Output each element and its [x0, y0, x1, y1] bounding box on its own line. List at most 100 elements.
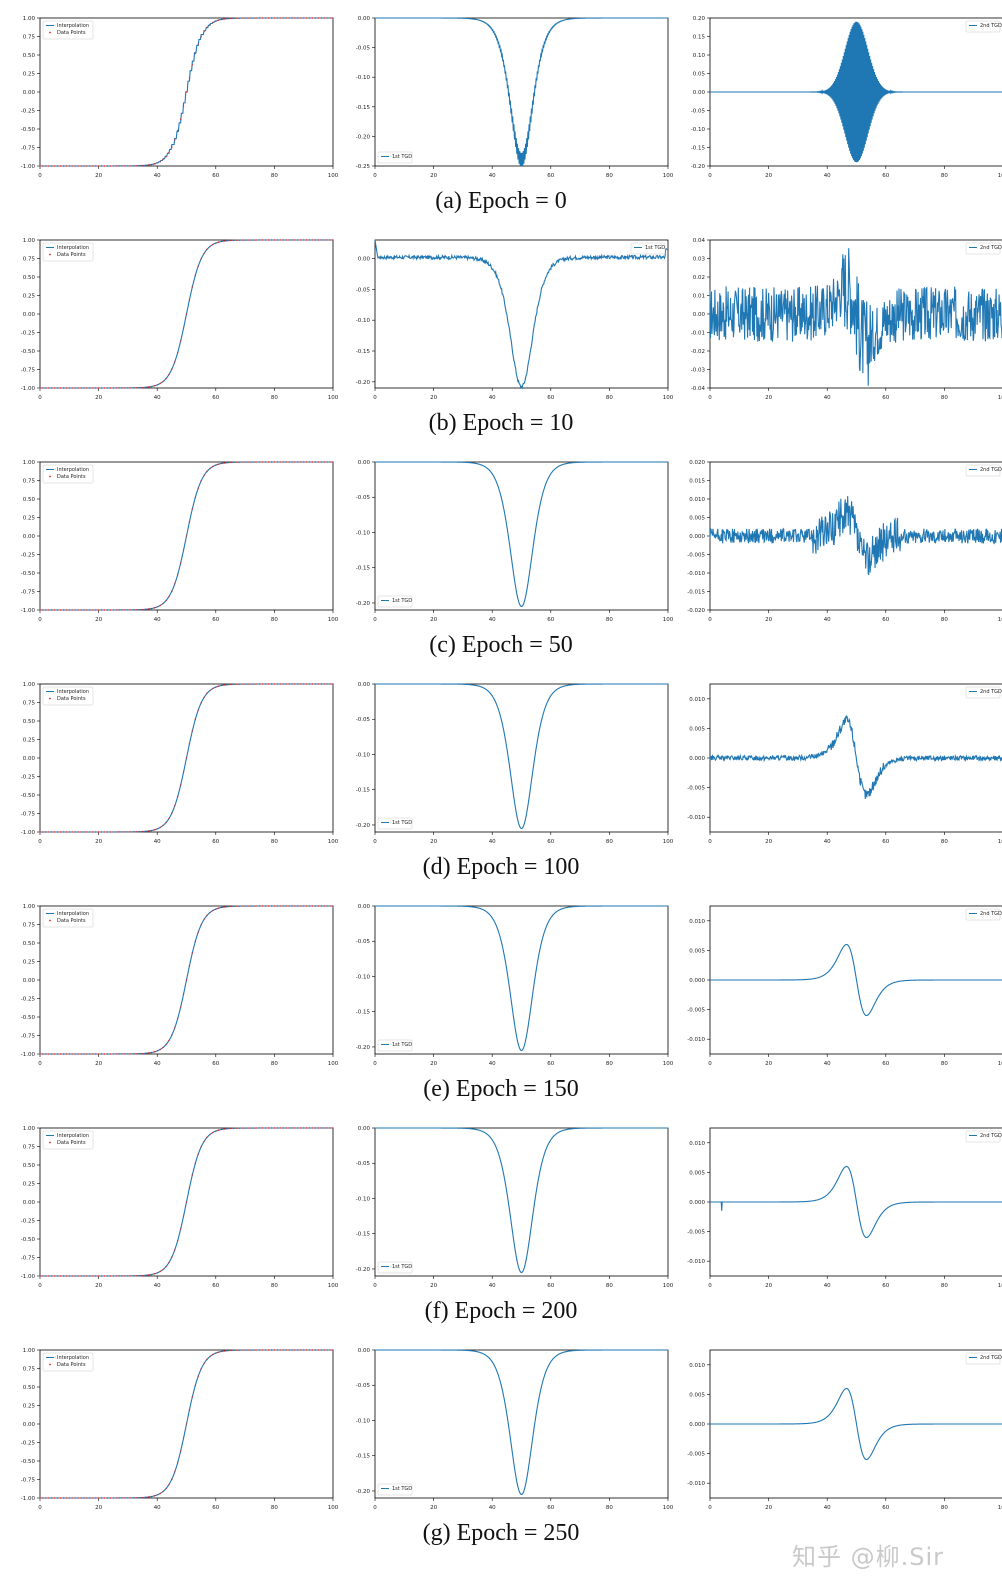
data-point: [326, 17, 328, 19]
x-tick-label: 40: [154, 395, 161, 401]
data-point: [332, 1127, 334, 1129]
data-point: [194, 52, 196, 55]
data-point: [138, 1052, 141, 1055]
data-point: [118, 165, 120, 167]
data-point: [168, 1261, 170, 1264]
y-tick-label: -0.10: [356, 530, 371, 536]
x-tick-label: 80: [271, 173, 278, 179]
legend-label: 2nd TGD: [980, 911, 1002, 917]
data-point: [297, 461, 299, 463]
chart-svg: 0 20 40 60 80 100 -0.010 -0.005 0.000 0.005 0.010 2…: [687, 1127, 1002, 1289]
legend-box: [377, 1261, 413, 1274]
data-point: [165, 1487, 167, 1490]
data-point: [138, 830, 141, 833]
panel-interpolation: 0 20 40 60 80 100 -1.00 -0.75 -0.50 -0.25 0.00 0.25…: [6, 12, 341, 182]
legend-box: [42, 1352, 94, 1372]
data-point: [303, 461, 305, 463]
data-point: [191, 508, 194, 510]
data-point: [179, 784, 182, 786]
data-point: [156, 606, 158, 608]
data-point: [200, 258, 202, 260]
x-tick-label: 0: [38, 173, 42, 179]
data-point: [159, 160, 161, 163]
data-point: [332, 461, 334, 463]
data-point: [191, 1174, 194, 1176]
data-point: [62, 1275, 65, 1277]
data-point: [177, 129, 179, 132]
data-point: [238, 17, 240, 19]
legend-label: 2nd TGD: [980, 245, 1002, 251]
data-point: [86, 609, 88, 611]
data-point: [314, 239, 317, 241]
data-point: [308, 17, 311, 19]
x-tick-label: 60: [547, 617, 554, 623]
data-point: [127, 387, 129, 389]
data-point: [197, 709, 199, 711]
data-point: [97, 387, 100, 389]
data-point: [174, 139, 176, 141]
data-point: [238, 239, 240, 241]
data-point: [86, 831, 88, 833]
data-point: [323, 1127, 325, 1129]
data-point: [223, 240, 226, 242]
data-point: [191, 1396, 194, 1398]
data-point: [77, 1497, 79, 1499]
x-tick-label: 0: [708, 395, 712, 401]
data-point: [241, 1127, 243, 1129]
x-tick-label: 20: [95, 173, 102, 179]
x-tick-label: 80: [271, 395, 278, 401]
data-point: [153, 829, 155, 831]
data-point: [220, 1128, 223, 1131]
data-point: [206, 1358, 208, 1361]
data-point: [188, 1187, 191, 1189]
data-point: [185, 979, 188, 981]
data-point: [150, 607, 153, 610]
data-point: [235, 239, 238, 241]
data-point: [226, 239, 229, 242]
data-point: [59, 1497, 62, 1499]
data-point: [182, 105, 185, 107]
data-point: [220, 240, 223, 243]
data-point: [226, 905, 229, 908]
data-point: [267, 461, 270, 463]
data-point: [253, 905, 255, 907]
data-point: [179, 562, 182, 564]
data-point: [51, 609, 53, 611]
data-point: [68, 1053, 70, 1055]
x-tick-label: 40: [489, 1283, 496, 1289]
y-tick-label: 0.15: [693, 35, 706, 41]
data-point: [171, 1256, 173, 1258]
data-point: [300, 461, 302, 463]
data-point: [282, 461, 284, 463]
data-point: [247, 1127, 249, 1129]
data-point: [147, 830, 150, 832]
y-tick-label: 0.010: [689, 919, 705, 925]
plot-frame: [374, 1127, 669, 1277]
data-point: [270, 1349, 273, 1351]
data-point: [45, 387, 47, 389]
data-point: [215, 1130, 217, 1132]
data-point: [118, 831, 120, 833]
data-point: [100, 387, 103, 389]
data-point: [209, 467, 211, 470]
x-tick-label: 80: [606, 839, 613, 845]
y-tick-label: 0.75: [23, 923, 36, 929]
data-point: [86, 1053, 88, 1055]
y-tick-label: 0.75: [23, 257, 36, 263]
data-point: [45, 831, 47, 833]
panel-interpolation: 0 20 40 60 80 100 -1.00 -0.75 -0.50 -0.25 0.00 0.25…: [6, 900, 341, 1070]
data-point: [65, 831, 68, 833]
data-point: [209, 911, 211, 914]
data-point: [177, 1461, 179, 1464]
data-point: [77, 387, 79, 389]
data-point: [65, 1275, 68, 1277]
y-tick-label: -0.010: [687, 1037, 705, 1043]
x-tick-label: 20: [430, 1061, 437, 1067]
data-point: [42, 165, 44, 167]
data-point: [303, 1349, 305, 1351]
data-point: [83, 831, 85, 833]
data-point: [118, 1275, 120, 1277]
y-tick-label: 0.04: [693, 238, 706, 244]
caption: (f) Epoch = 200: [424, 1298, 578, 1324]
data-point: [133, 831, 135, 833]
